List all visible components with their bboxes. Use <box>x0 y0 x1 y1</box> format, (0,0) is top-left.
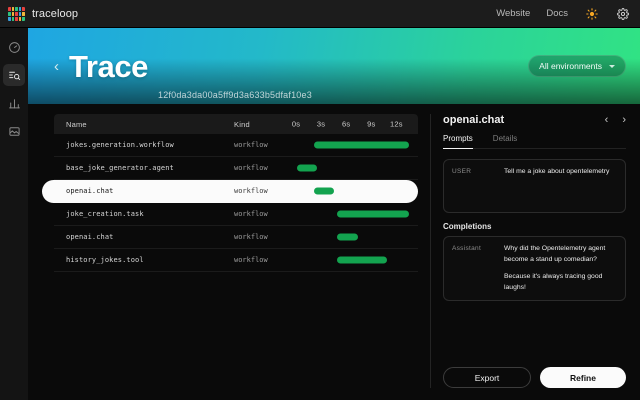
span-duration-bar <box>337 233 358 241</box>
detail-tabs: Prompts Details <box>443 134 626 149</box>
refine-button[interactable]: Refine <box>540 367 626 388</box>
export-button[interactable]: Export <box>443 367 531 388</box>
prompt-message: USER Tell me a joke about opentelemetry <box>443 159 626 213</box>
completion-message: Assistant Why did the Opentelemetry agen… <box>443 236 626 302</box>
span-duration-bar <box>337 256 388 264</box>
span-name: base_joke_generator.agent <box>66 164 174 172</box>
span-duration-bar <box>314 141 409 149</box>
span-timeline-cell <box>296 134 410 156</box>
left-sidebar <box>0 28 28 400</box>
span-timeline-cell <box>296 203 410 225</box>
span-name: openai.chat <box>66 187 114 195</box>
environment-label: All environments <box>539 61 602 71</box>
span-name: jokes.generation.workflow <box>66 141 174 149</box>
sidebar-item-metrics[interactable] <box>3 92 25 114</box>
timeline-tick: 3s <box>316 119 326 129</box>
span-kind: workflow <box>234 233 268 241</box>
timeline-tick: 12s <box>389 119 403 129</box>
top-nav: Website Docs <box>496 6 630 21</box>
span-timeline-cell <box>296 249 410 271</box>
table-row[interactable]: base_joke_generator.agent workflow <box>54 157 418 180</box>
span-timeline-cell <box>296 157 410 179</box>
detail-header: openai.chat ‹ › <box>443 114 626 126</box>
completion-text: Why did the Opentelemetry agent become a… <box>504 244 617 293</box>
content: Name Kind 0s 3s 6s 9s 12s jokes.generation.w… <box>28 104 640 400</box>
sidebar-item-datasets[interactable] <box>3 120 25 142</box>
brand[interactable]: traceloop <box>8 6 79 21</box>
chevron-down-icon <box>609 64 615 68</box>
completion-paragraph-1: Why did the Opentelemetry agent become a… <box>504 245 606 263</box>
timeline-tick: 0s <box>291 119 301 129</box>
table-row[interactable]: history_jokes.tool workflow <box>54 249 418 272</box>
column-header-kind: Kind <box>234 119 250 129</box>
nav-docs[interactable]: Docs <box>546 8 568 19</box>
sun-icon[interactable] <box>584 6 599 21</box>
trace-id: 12f0da3da00a5ff9d3a633b5dfaf10e3 <box>158 90 312 100</box>
timeline-axis: 0s 3s 6s 9s 12s <box>292 114 410 134</box>
prompt-text: Tell me a joke about opentelemetry <box>504 168 610 175</box>
trace-banner: ‹ Trace 12f0da3da00a5ff9d3a633b5dfaf10e3… <box>28 28 640 104</box>
span-timeline-cell <box>296 226 410 248</box>
prompt-role: USER <box>452 167 472 175</box>
tab-details[interactable]: Details <box>492 134 518 143</box>
span-kind: workflow <box>234 210 268 218</box>
chevron-left-icon[interactable]: ‹ <box>604 113 609 126</box>
column-header-name: Name <box>66 119 87 129</box>
completion-paragraph-2: Because it's always tracing good laughs! <box>504 273 603 291</box>
detail-title: openai.chat <box>443 114 505 126</box>
table-row[interactable]: openai.chat workflow <box>54 226 418 249</box>
chevron-right-icon[interactable]: › <box>622 113 626 126</box>
span-detail-panel: openai.chat ‹ › Prompts Details USER Tel… <box>430 114 626 388</box>
span-name: joke_creation.task <box>66 210 144 218</box>
span-name: openai.chat <box>66 233 114 241</box>
timeline-tick: 6s <box>341 119 351 129</box>
tab-prompts[interactable]: Prompts <box>443 134 473 149</box>
table-header: Name Kind 0s 3s 6s 9s 12s <box>54 114 418 134</box>
span-duration-bar <box>337 210 409 218</box>
chevron-left-icon[interactable]: ‹ <box>54 57 59 75</box>
table-row[interactable]: openai.chat workflow <box>42 180 418 203</box>
span-kind: workflow <box>234 141 268 149</box>
page-title: Trace <box>69 48 149 84</box>
detail-nav: ‹ › <box>604 113 626 126</box>
table-rows: jokes.generation.workflow workflow base_jo… <box>42 134 418 388</box>
table-row[interactable]: joke_creation.task workflow <box>54 203 418 226</box>
span-duration-bar <box>297 164 317 172</box>
main-area: ‹ Trace 12f0da3da00a5ff9d3a633b5dfaf10e3… <box>28 28 640 400</box>
nav-website[interactable]: Website <box>496 8 531 19</box>
completion-role: Assistant <box>452 244 482 252</box>
span-kind: workflow <box>234 187 268 195</box>
completions-label: Completions <box>443 222 492 231</box>
gear-icon[interactable] <box>615 6 630 21</box>
detail-actions: Export Refine <box>443 357 626 388</box>
brand-name: traceloop <box>32 7 79 20</box>
span-name: history_jokes.tool <box>66 256 144 264</box>
sidebar-item-dashboard[interactable] <box>3 36 25 58</box>
body: ‹ Trace 12f0da3da00a5ff9d3a633b5dfaf10e3… <box>0 28 640 400</box>
timeline-tick: 9s <box>367 119 376 129</box>
banner-content: ‹ Trace 12f0da3da00a5ff9d3a633b5dfaf10e3… <box>28 28 640 104</box>
environment-selector[interactable]: All environments <box>528 55 626 77</box>
span-duration-bar <box>314 187 334 195</box>
span-timeline-cell <box>296 180 410 202</box>
top-bar: traceloop Website Docs <box>0 0 640 28</box>
traceloop-logo-icon <box>8 6 25 21</box>
span-kind: workflow <box>234 256 268 264</box>
spans-table: Name Kind 0s 3s 6s 9s 12s jokes.generation.w… <box>42 114 418 388</box>
sidebar-item-traces[interactable] <box>3 64 25 86</box>
span-kind: workflow <box>234 164 268 172</box>
table-row[interactable]: jokes.generation.workflow workflow <box>54 134 418 157</box>
